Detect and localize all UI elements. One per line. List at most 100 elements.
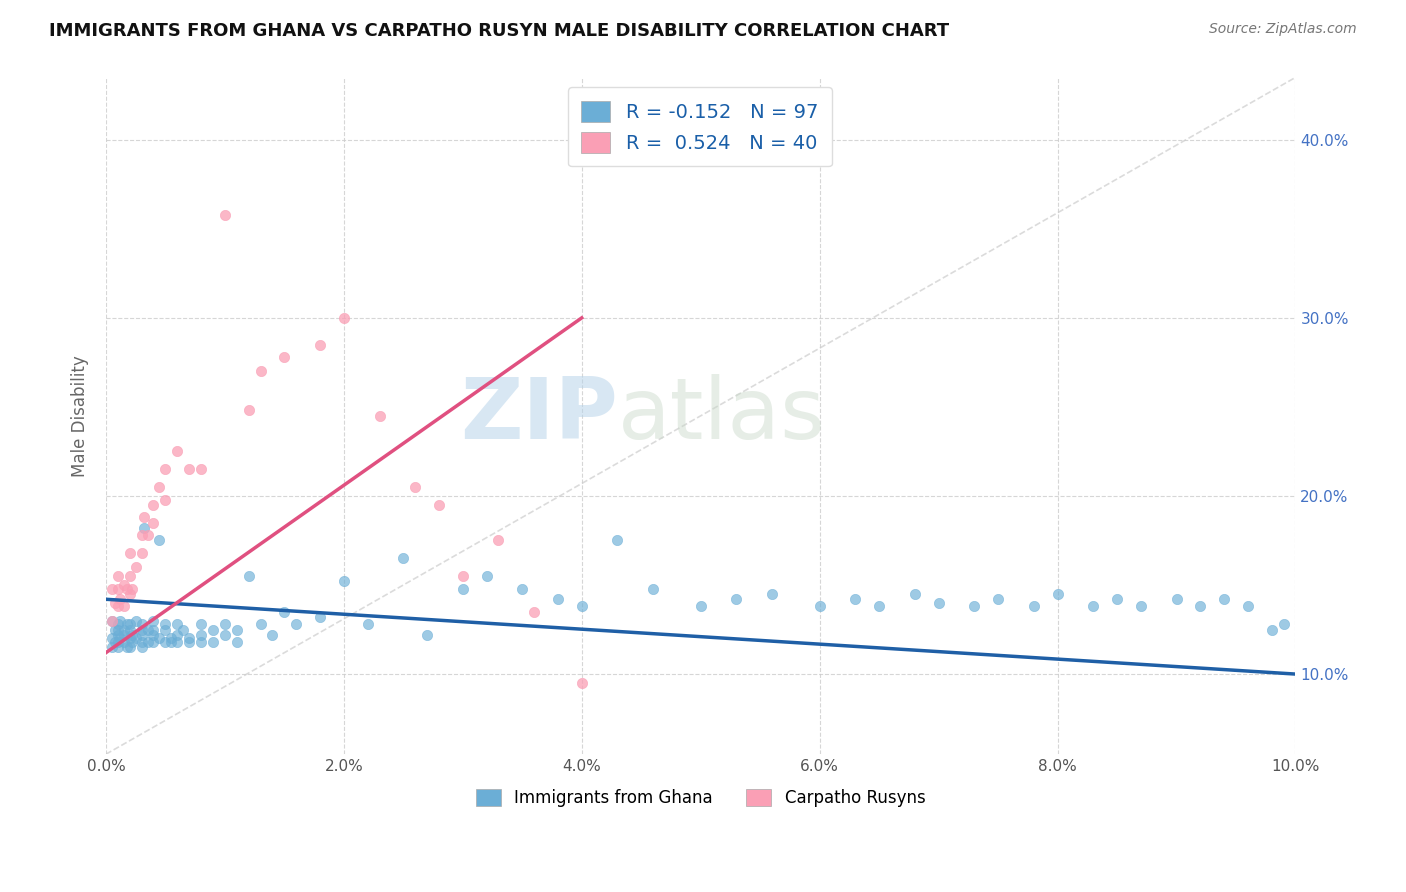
Point [309,337,332,351]
Point [118,546,141,560]
Point [155,617,177,632]
Point [416,628,439,642]
Point [510,582,533,596]
Point [761,587,783,601]
Point [155,462,177,476]
Point [427,498,450,512]
Point [117,617,139,632]
Point [179,635,201,649]
Point [136,635,159,649]
Point [107,599,129,614]
Point [844,592,866,607]
Point [142,516,165,530]
Point [148,533,170,548]
Point [131,528,153,542]
Point [166,444,188,458]
Point [148,480,170,494]
Point [571,599,593,614]
Point [101,614,124,628]
Point [179,462,201,476]
Point [104,635,127,649]
Point [451,582,474,596]
Point [523,605,546,619]
Point [451,569,474,583]
Point [131,546,153,560]
Point [118,569,141,583]
Point [142,498,165,512]
Point [131,623,153,637]
Point [201,635,224,649]
Point [987,592,1010,607]
Point [179,632,201,646]
Point [121,582,143,596]
Point [142,623,165,637]
Point [155,635,177,649]
Point [404,480,426,494]
Point [273,605,295,619]
Point [132,521,155,535]
Text: ZIP: ZIP [460,375,617,458]
Point [142,614,165,628]
Point [107,635,129,649]
Point [112,578,135,592]
Point [273,350,295,364]
Point [107,569,129,583]
Point [136,623,159,637]
Point [963,599,986,614]
Point [249,617,271,632]
Point [124,632,146,646]
Point [1105,592,1128,607]
Point [131,628,153,642]
Point [112,623,135,637]
Point [112,599,135,614]
Point [643,582,665,596]
Point [1083,599,1105,614]
Point [808,599,831,614]
Y-axis label: Male Disability: Male Disability [72,355,89,476]
Point [225,623,247,637]
Point [190,462,212,476]
Point [488,533,510,548]
Point [155,623,177,637]
Point [104,623,127,637]
Point [1213,592,1236,607]
Point [112,635,135,649]
Point [107,623,129,637]
Point [124,560,146,574]
Point [333,310,356,325]
Point [166,617,188,632]
Point [142,628,165,642]
Point [131,617,153,632]
Point [333,574,356,589]
Point [131,635,153,649]
Point [124,614,146,628]
Point [121,628,143,642]
Point [121,635,143,649]
Point [166,635,188,649]
Point [112,628,135,642]
Point [117,582,139,596]
Text: Source: ZipAtlas.com: Source: ZipAtlas.com [1209,22,1357,37]
Point [104,596,127,610]
Point [368,409,391,423]
Legend: Immigrants from Ghana, Carpatho Rusyns: Immigrants from Ghana, Carpatho Rusyns [470,782,932,814]
Point [1166,592,1188,607]
Point [108,614,131,628]
Point [108,592,131,607]
Point [225,635,247,649]
Point [689,599,711,614]
Point [172,623,194,637]
Point [160,632,183,646]
Point [117,640,139,655]
Point [108,632,131,646]
Point [475,569,498,583]
Point [214,617,236,632]
Point [148,632,170,646]
Point [238,569,260,583]
Point [190,628,212,642]
Point [249,364,271,378]
Point [131,640,153,655]
Point [118,640,141,655]
Point [214,628,236,642]
Point [356,617,378,632]
